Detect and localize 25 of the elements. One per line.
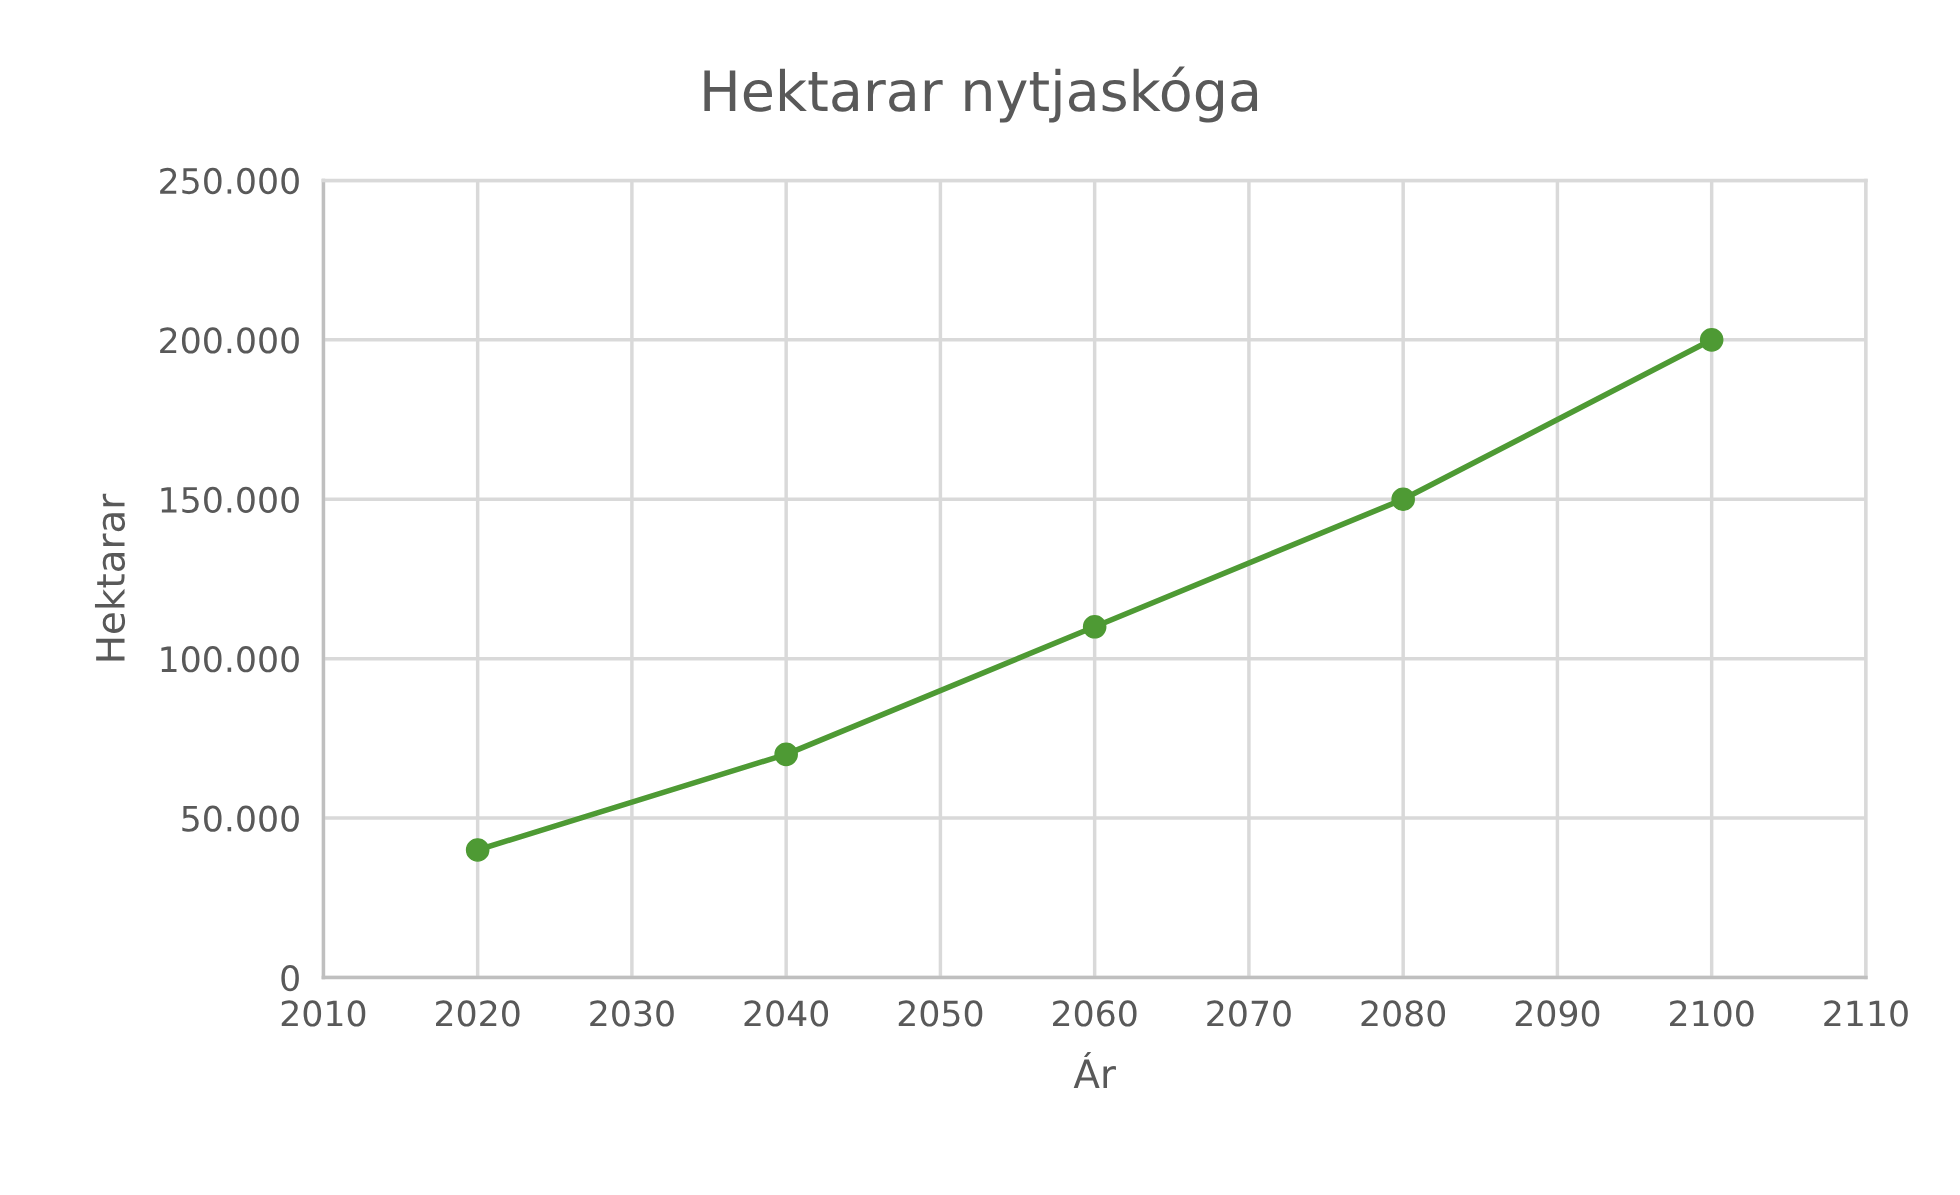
x-tick-label: 2090	[1515, 1000, 1600, 1027]
x-tick-label: 2010	[281, 1000, 366, 1027]
x-tick-label: 2020	[436, 1000, 520, 1027]
x-tick-label: 2040	[744, 1000, 829, 1027]
x-tick-label: 2070	[1207, 1000, 1291, 1027]
x-tick-label: 2050	[898, 1000, 983, 1027]
point	[1082, 614, 1107, 639]
y-tick-label: 50.000	[182, 805, 299, 832]
y-tick-label: 0	[281, 964, 299, 992]
x-axis-title: Ár	[1073, 1051, 1116, 1088]
y-tick-label: 250.000	[160, 167, 299, 195]
y-tick-label: 150.000	[161, 486, 299, 513]
y-axis-title: Hektarar	[94, 493, 126, 661]
y-tick-label: 100.000	[161, 646, 299, 673]
point	[1699, 328, 1724, 352]
x-tick-label: 2030	[590, 1000, 674, 1027]
x-tick-label: 2060	[1053, 1000, 1137, 1027]
x-tick-label: 2110	[1824, 1000, 1908, 1027]
y-tick-label: 200.000	[160, 327, 299, 354]
x-tick-label: 2100	[1670, 1000, 1754, 1027]
point	[1391, 487, 1415, 512]
chart-title: Hektarar nytjaskóga	[704, 66, 1258, 123]
point	[465, 838, 490, 862]
point	[774, 742, 798, 767]
x-tick-label: 2080	[1361, 1000, 1446, 1027]
